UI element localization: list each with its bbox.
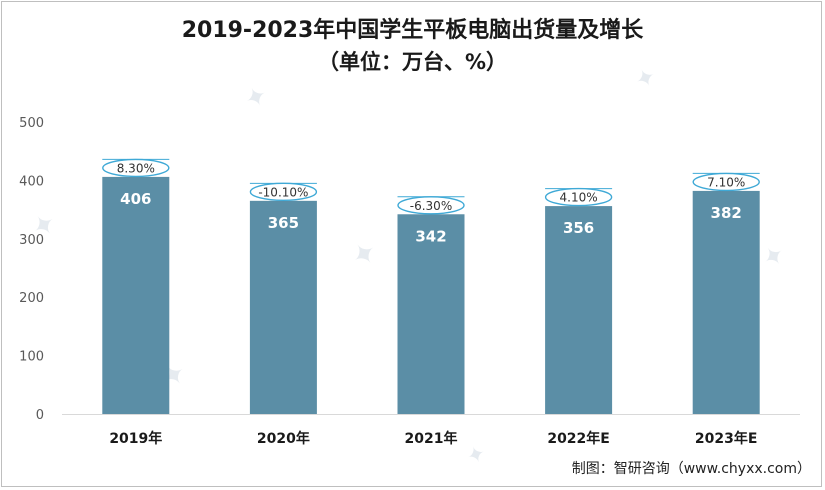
- chart-subtitle: （单位：万台、%）: [317, 50, 508, 74]
- watermark-glyph: ✦: [345, 233, 386, 276]
- growth-label: -10.10%: [258, 185, 308, 199]
- growth-marker-ellipse: [249, 182, 318, 202]
- growth-label: 4.10%: [560, 191, 598, 205]
- y-tick-label: 200: [19, 291, 44, 306]
- watermark-glyph: ✦: [757, 239, 792, 276]
- x-tick-label: 2019年: [109, 430, 162, 447]
- watermark-glyph: ✦: [631, 62, 661, 96]
- growth-label: 7.10%: [707, 175, 745, 189]
- watermark-glyph: ✦: [240, 80, 272, 116]
- y-tick-label: 300: [19, 233, 44, 248]
- source-footer: 制图：智研咨询（www.chyxx.com）: [571, 461, 811, 477]
- bar-value-label: 406: [120, 190, 151, 208]
- y-tick-label: 500: [19, 116, 44, 131]
- y-axis: 0 100 200 300 400 500: [19, 116, 800, 423]
- bar: [397, 214, 465, 414]
- bar: [102, 176, 170, 414]
- bar: [545, 206, 613, 414]
- bar-value-label: 342: [415, 227, 446, 245]
- x-tick-label: 2020年: [257, 430, 310, 447]
- bars: 406 8.30% 2019年 365 -10.10% 2020年 342 -6.30% 202…: [102, 158, 760, 447]
- x-tick-label: 2021年: [405, 430, 458, 447]
- chart-title: 2019-2023年中国学生平板电脑出货量及增长: [181, 18, 644, 43]
- x-tick-label: 2022年E: [547, 430, 610, 447]
- bar: [249, 200, 317, 414]
- bar-value-label: 356: [563, 219, 594, 237]
- y-tick-label: 100: [19, 350, 44, 365]
- bar: [692, 190, 760, 414]
- y-tick-label: 0: [36, 408, 44, 423]
- growth-marker-ellipse: [397, 196, 465, 215]
- watermark-glyph: ✦: [464, 441, 490, 471]
- growth-label: -6.30%: [410, 199, 452, 213]
- bar-value-label: 382: [711, 204, 742, 222]
- growth-label: 8.30%: [117, 161, 155, 175]
- growth-marker-ellipse: [102, 158, 170, 178]
- bar-value-label: 365: [268, 214, 299, 232]
- x-tick-label: 2023年E: [695, 430, 758, 447]
- growth-marker-ellipse: [544, 187, 613, 207]
- y-tick-label: 400: [19, 174, 44, 189]
- growth-marker-ellipse: [692, 172, 760, 192]
